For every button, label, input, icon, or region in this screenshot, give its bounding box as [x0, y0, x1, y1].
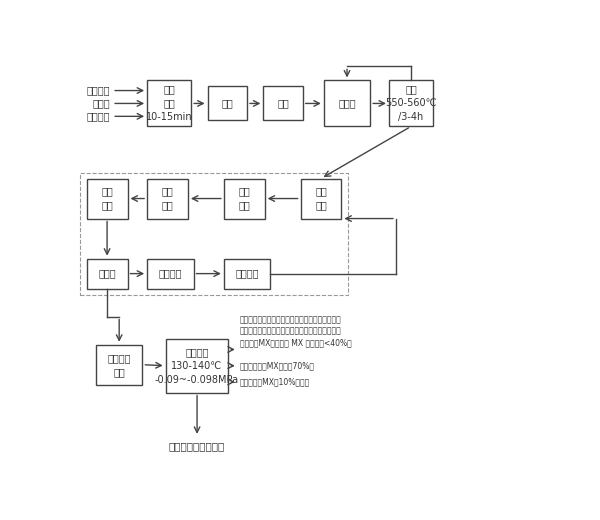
Text: 催化剖: 催化剖 [92, 98, 110, 109]
Text: 裂解
550-560℃
/3-4h: 裂解 550-560℃ /3-4h [385, 84, 437, 122]
Text: 配料
室温
10-15min: 配料 室温 10-15min [146, 84, 193, 122]
Text: 捕集器: 捕集器 [98, 269, 116, 279]
Bar [208, 86, 247, 121]
Bar [224, 258, 271, 289]
Bar [324, 81, 370, 126]
Text: 计量: 计量 [277, 98, 289, 109]
Text: 水封排空: 水封排空 [235, 269, 259, 279]
Bar [166, 339, 229, 393]
Bar [263, 86, 303, 121]
Bar [147, 178, 188, 218]
Bar [301, 178, 341, 218]
Text: 一段
冷凝: 一段 冷凝 [238, 187, 250, 211]
Text: 一冷
接受: 一冷 接受 [315, 187, 327, 211]
Bar [147, 81, 191, 126]
Text: 二冷
接受: 二冷 接受 [101, 187, 113, 211]
Text: 釜残（其中MX內10%左右）: 釜残（其中MX內10%左右） [240, 378, 310, 386]
Text: 间二甲苯酌（产品）: 间二甲苯酌（产品） [169, 441, 225, 451]
Text: 缓冲: 缓冲 [221, 98, 233, 109]
Text: 前馏分（丙酮、甲苯、异亚丙基丙酮、间二甲苯、
间甲苯酌、均三甲苯、双丙酮醇、异佛尔酔、间二
甲苯酌（MX），其中 MX 占前馏分<40%）: 前馏分（丙酮、甲苯、异亚丙基丙酮、间二甲苯、 间甲苯酌、均三甲苯、双丙酮醇、异佛… [240, 315, 352, 347]
Text: 减压精馏
130-140℃
-0.09~-0.098MPa: 减压精馏 130-140℃ -0.09~-0.098MPa [155, 347, 239, 385]
Bar [389, 81, 433, 126]
Bar [80, 173, 349, 295]
Text: 热交换: 热交换 [338, 98, 356, 109]
Text: 异佛尔酔: 异佛尔酔 [86, 86, 110, 96]
Bar [224, 178, 265, 218]
Text: 后馏分（其中MX最少占70%）: 后馏分（其中MX最少占70%） [240, 361, 315, 370]
Text: 甲烷缓冲: 甲烷缓冲 [158, 269, 182, 279]
Bar [86, 178, 128, 218]
Bar [86, 258, 128, 289]
Bar [96, 345, 142, 385]
Bar [147, 258, 194, 289]
Text: 中间品罐
暂存: 中间品罐 暂存 [107, 353, 131, 376]
Text: 二段
冷凝: 二段 冷凝 [161, 187, 173, 211]
Text: 防结焦剖: 防结焦剖 [86, 111, 110, 121]
